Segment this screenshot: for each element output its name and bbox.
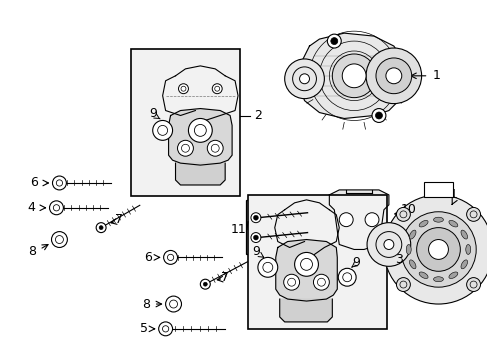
Circle shape — [167, 254, 173, 261]
Ellipse shape — [418, 272, 427, 279]
Bar — [131, 49, 240, 196]
Circle shape — [313, 274, 328, 290]
Text: 9: 9 — [148, 107, 156, 120]
Circle shape — [158, 322, 172, 336]
Ellipse shape — [465, 244, 470, 255]
Text: 6: 6 — [143, 251, 151, 264]
Text: 5: 5 — [140, 322, 147, 336]
Circle shape — [162, 326, 168, 332]
Circle shape — [52, 176, 66, 190]
Ellipse shape — [460, 260, 467, 269]
Circle shape — [203, 282, 207, 286]
Circle shape — [383, 239, 393, 249]
Circle shape — [253, 235, 258, 240]
Circle shape — [294, 252, 318, 276]
Circle shape — [55, 235, 63, 243]
Circle shape — [177, 140, 193, 156]
Circle shape — [263, 262, 272, 272]
Circle shape — [96, 223, 106, 233]
Circle shape — [283, 274, 299, 290]
Circle shape — [383, 195, 488, 304]
Text: 3: 3 — [394, 253, 402, 266]
Circle shape — [152, 121, 172, 140]
Ellipse shape — [408, 230, 415, 239]
Text: 10: 10 — [400, 203, 416, 216]
Circle shape — [200, 279, 210, 289]
Circle shape — [366, 223, 410, 266]
Text: 9: 9 — [351, 256, 359, 269]
Circle shape — [257, 257, 277, 277]
Ellipse shape — [448, 220, 457, 227]
Polygon shape — [299, 33, 403, 118]
Polygon shape — [328, 190, 388, 249]
Circle shape — [51, 231, 67, 247]
Circle shape — [163, 251, 177, 264]
Circle shape — [466, 207, 480, 221]
Polygon shape — [279, 299, 332, 322]
Circle shape — [250, 213, 260, 223]
Text: 7: 7 — [115, 213, 122, 226]
Circle shape — [212, 84, 222, 94]
Ellipse shape — [418, 220, 427, 227]
Circle shape — [253, 215, 258, 220]
Circle shape — [339, 213, 352, 227]
Circle shape — [371, 109, 385, 122]
Text: 8: 8 — [142, 297, 149, 311]
Ellipse shape — [433, 277, 443, 282]
Bar — [423, 182, 452, 197]
Circle shape — [342, 64, 366, 88]
Circle shape — [385, 68, 401, 84]
Circle shape — [53, 204, 60, 211]
Ellipse shape — [433, 217, 443, 222]
Circle shape — [56, 180, 62, 186]
Polygon shape — [175, 163, 224, 185]
Circle shape — [427, 239, 447, 260]
Polygon shape — [168, 109, 232, 165]
Ellipse shape — [406, 244, 410, 255]
Circle shape — [342, 273, 351, 282]
Text: 4: 4 — [28, 201, 36, 214]
Circle shape — [326, 34, 341, 48]
Text: 9: 9 — [251, 245, 259, 258]
Text: 1: 1 — [432, 69, 440, 82]
Circle shape — [284, 59, 324, 99]
Circle shape — [157, 125, 167, 135]
Circle shape — [365, 213, 378, 227]
Circle shape — [416, 228, 459, 271]
Circle shape — [375, 112, 382, 119]
Circle shape — [400, 212, 475, 287]
Ellipse shape — [408, 260, 415, 269]
Text: 1: 1 — [448, 188, 456, 201]
Text: 7: 7 — [221, 271, 229, 284]
Ellipse shape — [448, 272, 457, 279]
Bar — [247, 195, 386, 329]
Circle shape — [299, 74, 309, 84]
Circle shape — [396, 207, 409, 221]
Text: 8: 8 — [28, 245, 36, 258]
Circle shape — [396, 278, 409, 292]
Circle shape — [366, 48, 421, 104]
Circle shape — [169, 300, 177, 308]
Text: 6: 6 — [30, 176, 38, 189]
Text: 2: 2 — [253, 109, 261, 122]
Circle shape — [99, 226, 103, 230]
Circle shape — [165, 296, 181, 312]
Circle shape — [375, 58, 411, 94]
Circle shape — [178, 84, 188, 94]
Circle shape — [188, 118, 212, 142]
Circle shape — [207, 140, 223, 156]
Text: 11: 11 — [230, 223, 245, 236]
Circle shape — [332, 54, 375, 98]
Circle shape — [338, 268, 355, 286]
Bar — [245, 200, 315, 255]
Circle shape — [49, 201, 63, 215]
Circle shape — [330, 37, 337, 45]
Circle shape — [250, 233, 260, 243]
Ellipse shape — [460, 230, 467, 239]
Polygon shape — [275, 239, 337, 301]
Circle shape — [466, 278, 480, 292]
